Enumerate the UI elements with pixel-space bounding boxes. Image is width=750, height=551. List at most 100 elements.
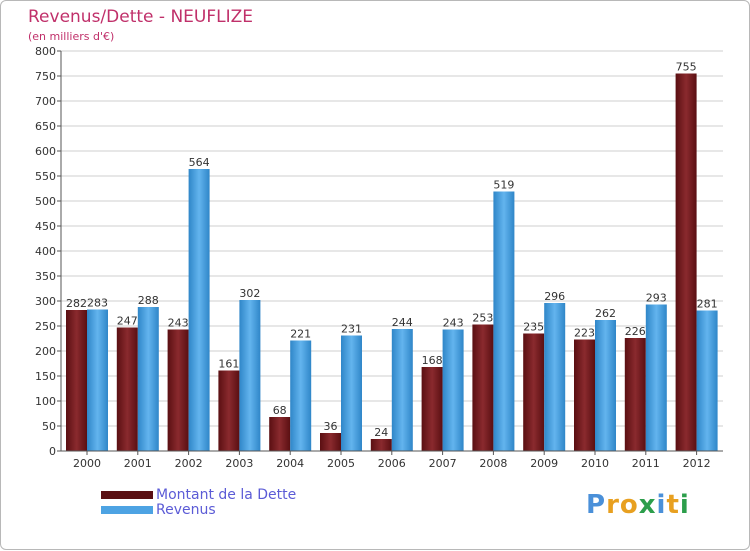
bar-revenue [595,320,616,451]
data-label-debt: 68 [273,404,287,417]
y-tick-label: 800 [35,45,56,58]
x-tick-label: 2005 [327,457,355,470]
x-tick-label: 2008 [479,457,507,470]
logo-letter: t [666,490,680,520]
data-label-debt: 282 [66,297,87,310]
bar-debt [624,338,646,451]
y-tick-label: 400 [35,245,56,258]
data-label-debt: 223 [574,327,595,340]
chart-legend: Montant de la Dette Revenus [101,486,297,518]
legend-label-debt: Montant de la Dette [156,486,297,503]
chart-title: Revenus/Dette - NEUFLIZE [28,7,253,27]
legend-swatch-debt [101,490,153,499]
logo-letter: i [679,490,690,520]
x-tick-label: 2012 [683,457,711,470]
bar-debt [66,310,87,451]
bar-revenue [696,310,718,451]
bar-revenue [442,329,464,451]
y-tick-label: 300 [35,295,56,308]
data-label-debt: 161 [218,358,239,371]
x-tick-label: 2003 [225,457,253,470]
bar-revenue [239,300,261,451]
logo-letter: r [606,490,620,520]
bar-debt [269,417,291,451]
data-label-revenue: 281 [697,298,718,311]
data-label-revenue: 221 [290,328,311,341]
data-label-revenue: 244 [392,316,413,329]
data-label-revenue: 283 [87,297,108,310]
y-tick-label: 150 [35,370,56,383]
data-label-revenue: 302 [239,287,260,300]
y-tick-label: 650 [35,120,56,133]
y-tick-label: 500 [35,195,56,208]
y-tick-label: 50 [42,420,56,433]
y-tick-label: 550 [35,170,56,183]
bar-revenue [341,335,362,451]
logo-letter: i [656,490,667,520]
legend-item-debt: Montant de la Dette [101,486,297,503]
bar-revenue [137,307,159,451]
bar-revenue [544,303,566,451]
x-tick-label: 2004 [276,457,304,470]
y-tick-label: 0 [49,445,56,458]
legend-label-revenue: Revenus [156,501,216,518]
logo-letter: P [586,490,607,520]
bar-debt [472,324,494,451]
chart-subtitle: (en milliers d'€) [28,30,115,43]
data-label-debt: 168 [422,354,443,367]
data-label-revenue: 519 [493,179,514,192]
proxiti-logo: Proxiti [586,490,690,520]
bar-revenue [188,169,210,451]
bar-debt [523,333,545,451]
data-label-debt: 24 [374,426,388,439]
data-label-revenue: 296 [544,290,565,303]
data-label-revenue: 288 [138,294,159,307]
data-label-revenue: 231 [341,323,362,336]
y-tick-label: 200 [35,345,56,358]
logo-letter: x [638,490,657,520]
y-tick-label: 250 [35,320,56,333]
data-label-debt: 235 [523,321,544,334]
bar-revenue [87,309,108,451]
y-tick-label: 450 [35,220,56,233]
x-tick-label: 2002 [175,457,203,470]
bar-debt [421,367,443,451]
bar-debt [218,370,240,451]
x-tick-label: 2001 [124,457,152,470]
x-tick-label: 2007 [429,457,457,470]
bar-debt [574,339,595,451]
data-label-debt: 253 [472,312,493,325]
bar-revenue [391,329,413,451]
logo-letter: o [619,490,639,520]
bar-revenue [290,340,312,451]
y-tick-label: 100 [35,395,56,408]
data-label-revenue: 262 [595,307,616,320]
y-tick-label: 750 [35,70,56,83]
data-label-debt: 36 [324,420,338,433]
bar-debt [370,439,392,451]
bar-debt [320,433,341,451]
bar-debt [116,327,138,451]
bar-debt [675,73,697,451]
x-tick-label: 2011 [632,457,660,470]
x-tick-label: 2006 [378,457,406,470]
data-label-revenue: 293 [646,292,667,305]
bar-revenue [493,191,515,451]
y-tick-label: 700 [35,95,56,108]
legend-swatch-revenue [101,505,153,514]
bar-debt [167,329,189,451]
x-tick-label: 2009 [530,457,558,470]
data-label-revenue: 564 [189,156,210,169]
data-label-revenue: 243 [443,317,464,330]
data-label-debt: 243 [168,317,189,330]
x-tick-label: 2000 [73,457,101,470]
data-label-debt: 226 [625,325,646,338]
data-label-debt: 755 [676,61,697,74]
legend-item-revenue: Revenus [101,501,296,518]
y-tick-label: 600 [35,145,56,158]
x-tick-label: 2010 [581,457,609,470]
data-label-debt: 247 [117,315,138,328]
bar-revenue [645,304,667,451]
